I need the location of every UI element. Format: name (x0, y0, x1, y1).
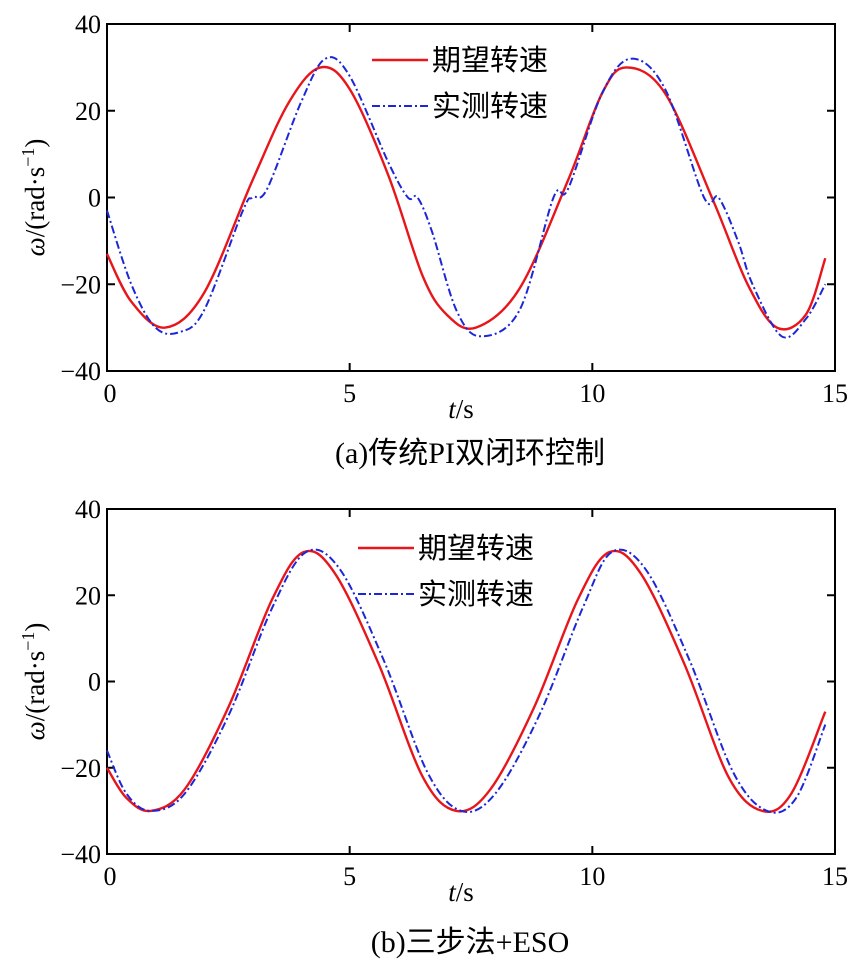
x-tick-label: 0 (104, 862, 117, 891)
x-tick-label: 5 (343, 379, 356, 408)
x-tick-label: 15 (822, 862, 848, 891)
legend-label: 期望转速 (418, 532, 534, 565)
y-tick-label: 0 (88, 184, 101, 213)
legend-label: 实测转速 (418, 578, 534, 611)
panel-caption: (a)传统PI双闭环控制 (335, 437, 605, 470)
legend-label: 实测转速 (432, 90, 548, 123)
y-tick-label: 40 (75, 495, 101, 524)
y-tick-label: −40 (60, 357, 101, 386)
x-tick-label: 15 (822, 379, 848, 408)
series-line-desired (105, 549, 827, 813)
y-tick-label: 40 (75, 10, 101, 39)
x-axis-label: t/s (448, 877, 474, 907)
x-axis-label: t/s (448, 394, 474, 424)
series-line-desired (105, 65, 827, 331)
series-line-measured (106, 56, 827, 339)
y-tick-label: 20 (75, 581, 101, 610)
panel-caption: (b)三步法+ESO (371, 926, 570, 959)
y-tick-label: −20 (60, 754, 101, 783)
y-tick-label: −20 (60, 270, 101, 299)
y-tick-label: 0 (88, 668, 101, 697)
y-tick-label: 20 (75, 97, 101, 126)
x-tick-label: 10 (579, 379, 605, 408)
x-tick-label: 10 (579, 862, 605, 891)
y-axis-label: ω/(rad·s−1) (18, 623, 50, 741)
series-line-measured (106, 548, 827, 814)
y-tick-label: −40 (60, 840, 101, 869)
legend-label: 期望转速 (432, 44, 548, 77)
y-axis-label: ω/(rad·s−1) (18, 139, 50, 257)
x-tick-label: 0 (104, 379, 117, 408)
x-tick-label: 5 (343, 862, 356, 891)
